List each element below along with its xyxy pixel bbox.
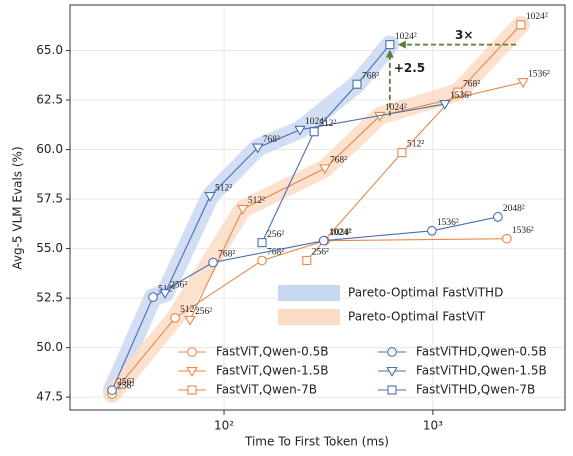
point-label: 256² [170, 280, 187, 290]
annotation-arrowhead [385, 49, 394, 58]
marker [187, 385, 197, 395]
point-label: 768² [330, 156, 347, 166]
marker [309, 127, 319, 137]
y-tick-label: 52.5 [36, 291, 63, 305]
marker [159, 289, 171, 300]
marker [302, 255, 312, 266]
point-label: 512² [319, 119, 336, 129]
marker [386, 366, 398, 377]
marker [387, 347, 397, 357]
marker [251, 143, 264, 154]
marker [502, 233, 512, 244]
legend-swatch [278, 309, 340, 325]
point-label: 768² [463, 79, 480, 89]
marker [184, 315, 196, 326]
marker [439, 99, 451, 110]
legend-label: FastViT,Qwen-1.5B [216, 364, 328, 378]
y-tick-label: 47.5 [36, 390, 63, 404]
y-tick-label: 50.0 [36, 340, 63, 354]
point-label: 1024² [305, 117, 327, 127]
marker [257, 238, 267, 248]
annotation: +2.5 [394, 61, 425, 75]
marker [493, 212, 503, 222]
marker [148, 292, 158, 302]
marker [294, 125, 306, 136]
y-tick-label: 57.5 [36, 192, 63, 206]
marker [318, 235, 329, 246]
point-label: 256² [267, 230, 284, 240]
legend-label: Pareto-Optimal FastViT [348, 310, 486, 324]
marker [319, 164, 331, 175]
point-label: 768² [218, 250, 235, 260]
marker [170, 313, 180, 323]
marker [257, 255, 267, 266]
point-label: 1024² [329, 228, 351, 238]
legend-swatch [278, 285, 340, 301]
marker [204, 192, 216, 203]
y-tick-label: 65.0 [36, 43, 63, 57]
y-axis-label: Avg-5 VLM Evals (%) [11, 146, 25, 269]
marker [387, 385, 397, 395]
legend-label: Pareto-Optimal FastViTHD [348, 286, 503, 300]
annotation-arrowhead [397, 40, 406, 49]
point-label: 512² [248, 196, 265, 206]
marker [397, 147, 407, 158]
point-label: 1024² [330, 228, 352, 238]
legend-label: FastViTHD,Qwen-1.5B [416, 364, 547, 378]
marker [352, 79, 362, 89]
point-label: 1536² [512, 226, 534, 236]
series-line [261, 44, 391, 243]
point-label: 768² [263, 135, 280, 145]
marker [187, 347, 197, 357]
marker [516, 20, 526, 30]
y-tick-label: 55.0 [36, 241, 63, 255]
point-label: 1536² [450, 91, 472, 101]
marker [427, 225, 437, 236]
point-label: 256² [117, 377, 134, 387]
marker [517, 78, 529, 89]
point-label: 1536² [437, 218, 459, 228]
plot-frame [69, 4, 566, 411]
y-tick-label: 62.5 [36, 93, 63, 107]
legend-label: FastViT,Qwen-7B [216, 383, 317, 397]
annotation: 3× [455, 28, 473, 42]
marker [208, 257, 218, 268]
series-line [306, 24, 522, 261]
marker [107, 385, 117, 396]
x-tick-label: 10² [214, 419, 234, 433]
point-label: 512² [215, 183, 232, 193]
x-axis-label: Time To First Token (ms) [244, 435, 389, 449]
legend-label: FastViTHD,Qwen-0.5B [416, 345, 547, 359]
marker [385, 40, 395, 50]
point-label: 512² [180, 305, 197, 315]
point-label: 512² [407, 140, 424, 150]
y-tick-label: 60.0 [36, 142, 63, 156]
x-tick-label: 10³ [423, 419, 443, 433]
legend-label: FastViT,Qwen-0.5B [216, 345, 328, 359]
point-label: 256² [195, 307, 212, 317]
point-label: 768² [362, 71, 379, 81]
point-label: 1024² [526, 12, 548, 22]
marker [237, 204, 249, 215]
series-line [111, 216, 498, 391]
pareto-band [103, 15, 530, 404]
point-label: 256² [117, 381, 134, 391]
legend-label: FastViTHD,Qwen-7B [416, 383, 535, 397]
point-label: 256² [312, 248, 329, 258]
marker [453, 87, 463, 97]
point-label: 2048² [503, 204, 525, 214]
marker [186, 366, 198, 377]
point-label: 1024² [395, 32, 417, 42]
point-label: 1024² [385, 103, 407, 113]
point-label: 768² [267, 248, 284, 258]
point-label: 1536² [528, 69, 550, 79]
